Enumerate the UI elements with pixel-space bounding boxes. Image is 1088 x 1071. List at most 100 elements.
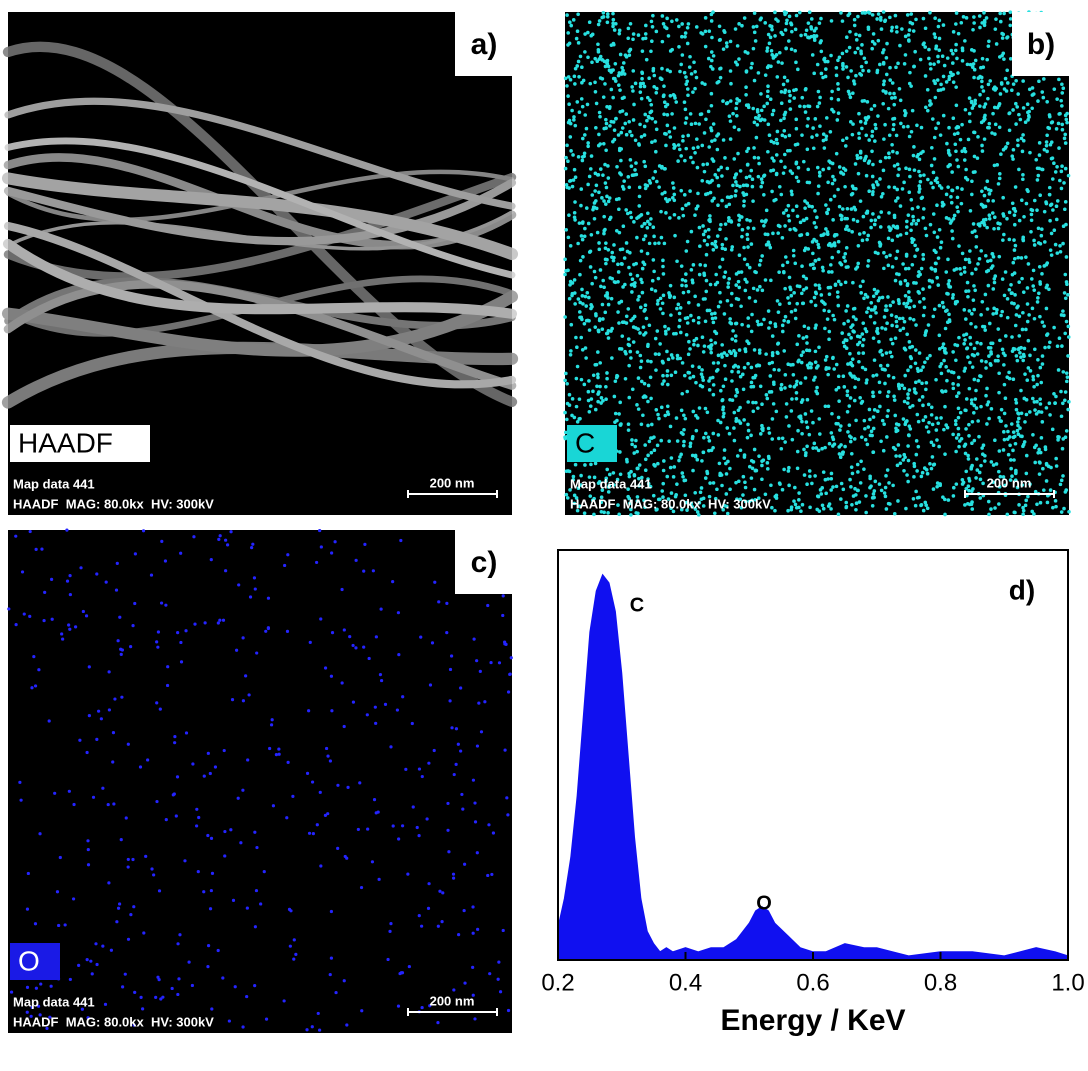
- dot: [362, 646, 365, 649]
- dot: [418, 767, 421, 770]
- dot: [927, 430, 931, 434]
- dot: [1027, 110, 1031, 114]
- dot: [946, 56, 950, 60]
- dot: [854, 33, 858, 37]
- dot: [752, 47, 756, 51]
- dot: [727, 281, 731, 285]
- dot: [869, 315, 873, 319]
- dot: [570, 414, 574, 418]
- dot: [399, 539, 402, 542]
- dot: [884, 327, 888, 331]
- dot: [604, 397, 608, 401]
- dot: [843, 217, 847, 221]
- dot: [336, 784, 339, 787]
- dot: [1016, 138, 1020, 142]
- dot: [907, 459, 911, 463]
- dot: [483, 700, 486, 703]
- dot: [1036, 451, 1040, 455]
- dot: [790, 193, 794, 197]
- dot: [683, 193, 687, 197]
- dot: [566, 43, 570, 47]
- dot: [1060, 82, 1064, 86]
- dot: [1000, 408, 1004, 412]
- dot: [698, 263, 702, 267]
- dot: [696, 145, 700, 149]
- dot: [896, 174, 900, 178]
- dot: [569, 149, 573, 153]
- dot: [622, 224, 626, 228]
- dot: [702, 233, 706, 237]
- dot: [121, 985, 124, 988]
- dot: [14, 535, 17, 538]
- dot: [1009, 458, 1013, 462]
- dot: [670, 374, 674, 378]
- dot: [769, 36, 773, 40]
- dot: [1031, 208, 1035, 212]
- dot: [812, 72, 816, 76]
- dot: [817, 417, 821, 421]
- dot: [987, 83, 991, 87]
- dot: [1028, 354, 1032, 358]
- dot: [497, 978, 500, 981]
- dot: [1004, 145, 1008, 149]
- dot: [487, 823, 490, 826]
- dot: [588, 328, 592, 332]
- dot: [392, 824, 395, 827]
- dot: [778, 482, 782, 486]
- dot: [318, 529, 321, 532]
- dot: [613, 128, 617, 132]
- dot: [1012, 377, 1016, 381]
- dot: [960, 437, 964, 441]
- dot: [862, 231, 866, 235]
- dot: [826, 60, 830, 64]
- dot: [118, 902, 121, 905]
- dot: [646, 220, 650, 224]
- dot: [209, 772, 212, 775]
- dot: [254, 587, 257, 590]
- dot: [88, 665, 91, 668]
- dot: [104, 1003, 107, 1006]
- dot: [330, 675, 333, 678]
- dot: [659, 210, 663, 214]
- dot: [980, 80, 984, 84]
- dot: [1038, 461, 1042, 465]
- dot: [991, 341, 995, 345]
- dot: [914, 490, 918, 494]
- dot: [964, 168, 968, 172]
- dot: [908, 340, 912, 344]
- dot: [806, 398, 810, 402]
- dot: [733, 364, 737, 368]
- dot: [948, 163, 952, 167]
- dot: [973, 439, 977, 443]
- dot: [932, 487, 936, 491]
- dot: [938, 484, 942, 488]
- dot: [1040, 90, 1044, 94]
- dot: [822, 309, 826, 313]
- dot: [829, 54, 833, 58]
- dot: [997, 416, 1001, 420]
- dot: [1048, 193, 1052, 197]
- dot: [630, 290, 634, 294]
- peak-annotation: O: [756, 892, 772, 914]
- dot: [185, 731, 188, 734]
- dot: [632, 32, 636, 36]
- dot: [210, 558, 213, 561]
- dot: [808, 433, 812, 437]
- dot: [795, 14, 799, 18]
- dot: [1037, 448, 1041, 452]
- dot: [636, 512, 640, 516]
- dot: [801, 350, 805, 354]
- dot: [692, 146, 696, 150]
- dot: [837, 386, 841, 390]
- dot: [573, 291, 577, 295]
- dot: [885, 73, 889, 77]
- dot: [814, 360, 818, 364]
- dot: [714, 273, 718, 277]
- dot: [766, 150, 770, 154]
- dot: [968, 361, 972, 365]
- dot: [946, 320, 950, 324]
- dot: [804, 33, 808, 37]
- dot: [946, 185, 950, 189]
- dot: [675, 259, 679, 263]
- dot: [643, 165, 647, 169]
